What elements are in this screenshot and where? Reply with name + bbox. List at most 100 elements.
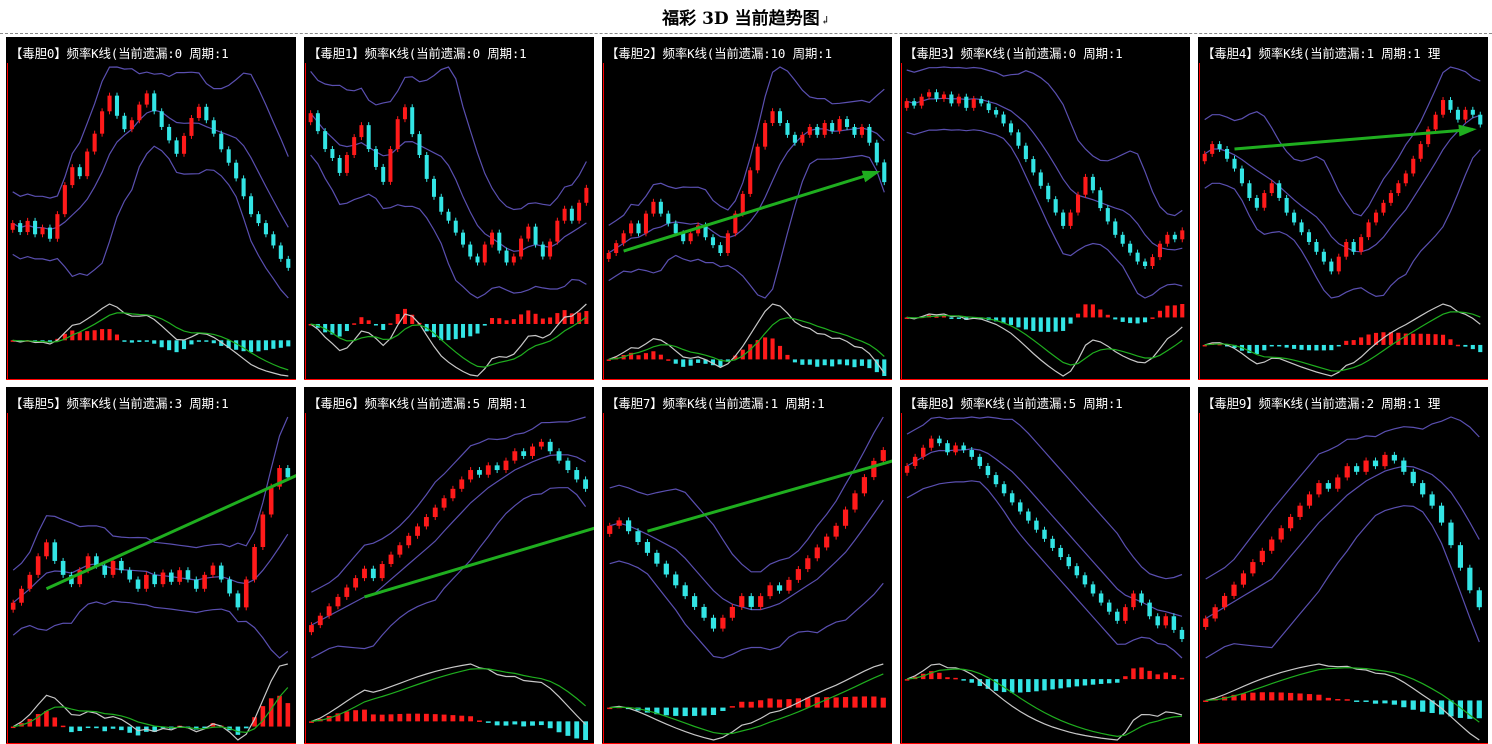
chart-panel-8: 【毒胆8】频率K线(当前遗漏:5 周期:1 (900, 387, 1190, 744)
candle-body (144, 93, 149, 105)
candle-body (10, 602, 16, 610)
candle-body (468, 470, 474, 480)
indicator-bar (62, 333, 67, 341)
indicator-bar (286, 340, 291, 347)
candle-body (511, 256, 516, 263)
candle-body (1344, 242, 1349, 257)
candle-body (1277, 183, 1282, 198)
candle-body (1359, 237, 1364, 252)
indicator-bar (807, 359, 812, 365)
candle-body (725, 233, 730, 254)
candle-body (512, 451, 518, 461)
candle-body (137, 104, 142, 121)
indicator-bar (904, 317, 909, 319)
candle-body (871, 460, 877, 478)
indicator-bar (1467, 700, 1473, 719)
candle-body (1457, 545, 1464, 568)
indicator-bar (129, 340, 134, 343)
candle-body (688, 233, 693, 242)
candle-body (1299, 222, 1304, 233)
chart-panel-7: 【毒胆7】频率K线(当前遗漏:1 周期:1 (602, 387, 892, 744)
indicator-bar (219, 340, 224, 346)
candle-body (395, 119, 400, 150)
indicator-bar (770, 338, 775, 360)
candle-body (1135, 252, 1140, 262)
indicator-bar (1082, 679, 1088, 686)
candle-body (1269, 183, 1274, 194)
candle-body (1239, 168, 1245, 184)
indicator-bar (1426, 333, 1431, 345)
candle-body (490, 232, 495, 245)
candle-body (1433, 114, 1438, 130)
candle-body (636, 223, 641, 234)
candle-body (1120, 234, 1125, 244)
candle-body (285, 468, 291, 478)
candle-body (1123, 607, 1128, 621)
indicator-bar (27, 718, 33, 727)
candle-body (1316, 483, 1322, 495)
indicator-bar (540, 318, 545, 324)
indicator-bar (703, 359, 708, 364)
indicator-bar (511, 319, 516, 324)
indicator-bar (755, 340, 760, 360)
indicator-bar (1147, 670, 1152, 680)
indicator-bar (248, 340, 254, 353)
indicator-bar (366, 320, 371, 324)
indicator-bar (822, 359, 827, 366)
candle-body (55, 214, 60, 239)
chart-panel-3: 【毒胆3】频率K线(当前遗漏:0 周期:1 (900, 37, 1190, 380)
indicator-bar (256, 340, 261, 352)
indicator-bar (945, 677, 950, 680)
indicator-bar (446, 323, 451, 341)
candle-body (359, 125, 364, 138)
indicator-bar (1433, 334, 1438, 345)
panel-label: 【毒胆2】频率K线(当前遗漏:10 周期:1 (606, 46, 832, 61)
indicator-bar (1083, 304, 1088, 318)
indicator-bar (353, 710, 359, 722)
candle-body (548, 241, 553, 257)
candle-body (956, 96, 961, 104)
indicator-bar (777, 345, 783, 360)
indicator-bar (1068, 317, 1073, 324)
indicator-bar (710, 707, 717, 716)
candle-body (271, 234, 276, 246)
bollinger-middle-line (608, 127, 885, 254)
indicator-bar (1157, 310, 1162, 318)
bollinger-upper-line (311, 416, 586, 593)
bollinger-upper-line (608, 66, 885, 226)
candle-body (880, 450, 886, 461)
page-title-text: 福彩 3D 当前趋势图 (662, 9, 820, 29)
bollinger-lower-line (310, 154, 587, 299)
indicator-bar (606, 359, 611, 361)
candle-body (1083, 176, 1088, 195)
bollinger-middle-line (12, 533, 289, 604)
indicator-bar (1396, 332, 1401, 345)
candle-body (330, 149, 335, 158)
candle-body (635, 531, 641, 543)
indicator-bar (60, 725, 66, 728)
indicator-bar (1225, 344, 1230, 347)
panel-label: 【毒胆5】频率K线(当前遗漏:3 周期:1 (10, 396, 229, 411)
candle-body (701, 606, 707, 618)
candle-body (218, 565, 224, 580)
bollinger-upper-line (906, 416, 1183, 580)
candle-body (1418, 144, 1423, 159)
candle-body (565, 460, 571, 471)
candle-body (260, 514, 266, 547)
indicator-bar (1455, 344, 1460, 347)
indicator-bar (673, 359, 678, 364)
candle-body (44, 542, 49, 557)
candle-body (1470, 109, 1475, 115)
indicator-bar (1418, 333, 1423, 345)
indicator-fast-line (608, 303, 885, 374)
candle-body (1210, 144, 1215, 154)
indicator-bar (381, 323, 386, 330)
indicator-bar (210, 723, 216, 727)
candle-body (755, 146, 760, 171)
indicator-bar (352, 323, 357, 325)
candle-body (654, 552, 660, 564)
candle-body (335, 596, 341, 607)
candle-body (1098, 593, 1104, 603)
indicator-bar (861, 696, 868, 708)
candle-body (439, 196, 444, 212)
